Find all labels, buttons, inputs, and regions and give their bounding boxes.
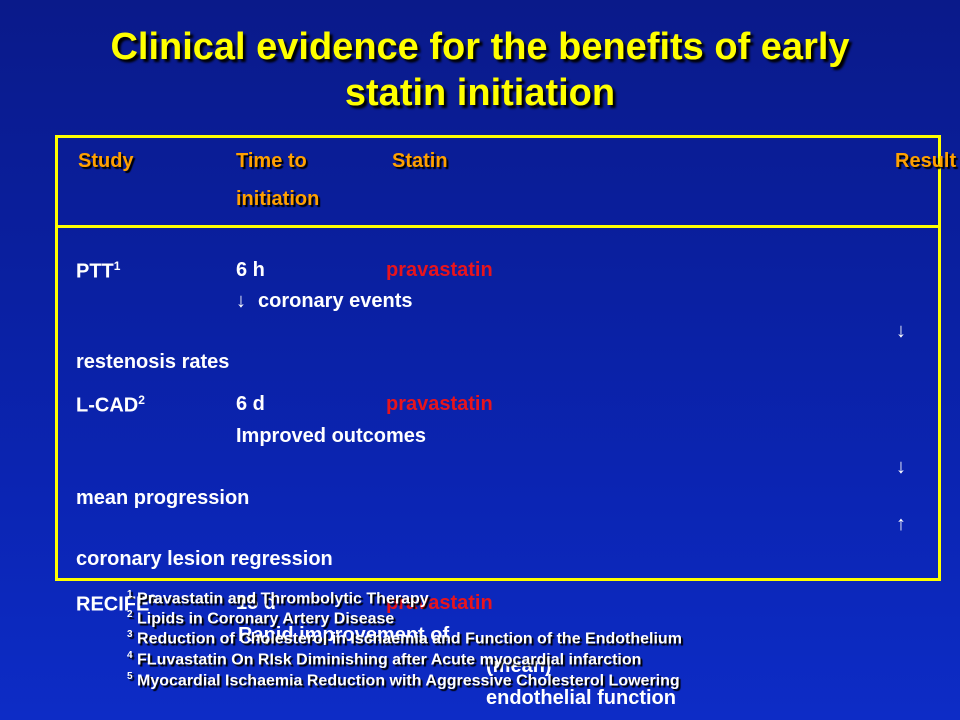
title-line-1: Clinical evidence for the benefits of ea… xyxy=(110,26,850,68)
row-recife-result-1: Rapid improvement of xyxy=(238,624,450,646)
row-ptt-study: PTT1 xyxy=(76,259,120,284)
footnote-text: Pravastatin and Thrombolytic Therapy xyxy=(137,590,429,608)
footnote-text: FLuvastatin On RIsk Diminishing after Ac… xyxy=(137,651,642,669)
footnote-3: 3 Reduction of Cholesterol in Ischaemia … xyxy=(127,629,682,648)
footnote-num: 3 xyxy=(127,629,133,640)
row-lcad-result-1: Improved outcomes xyxy=(236,425,427,447)
row-recife-result-2: (mean) xyxy=(486,655,552,677)
down-arrow-icon: ↓ xyxy=(896,320,906,342)
row-ptt-statin: pravastatin xyxy=(386,259,493,281)
study-name: PTT xyxy=(76,260,114,283)
study-name: L-CAD xyxy=(76,394,139,417)
row-ptt-time: 6 h xyxy=(236,259,265,281)
row-recife-study: RECIFE3 xyxy=(76,592,156,617)
row-lcad-result-2: mean progression xyxy=(76,487,250,509)
slide-title: Clinical evidence for the benefits of ea… xyxy=(0,24,960,116)
row-lcad-result-3: coronary lesion regression xyxy=(76,548,333,570)
footnote-text: Lipids in Coronary Artery Disease xyxy=(137,610,395,628)
row-lcad-study: L-CAD2 xyxy=(76,393,145,418)
footnote-num: 5 xyxy=(127,671,133,682)
down-arrow-icon: ↓ xyxy=(236,290,246,312)
row-lcad-time: 6 d xyxy=(236,393,265,415)
header-result: Result xyxy=(895,150,957,172)
table-frame xyxy=(55,135,941,581)
row-recife-statin: pravastatin xyxy=(386,592,493,614)
footnote-text: Myocardial Ischaemia Reduction with Aggr… xyxy=(137,672,680,690)
row-recife-time: 15 d xyxy=(236,592,277,614)
up-arrow-icon: ↑ xyxy=(896,513,906,535)
header-time-line-1: Time to xyxy=(236,150,307,172)
down-arrow-icon: ↓ xyxy=(896,456,906,478)
study-name: RECIFE xyxy=(76,593,150,616)
footnote-num: 2 xyxy=(127,609,133,620)
study-ref: 1 xyxy=(113,259,121,273)
header-statin: Statin xyxy=(392,150,448,172)
footnote-5: 5 Myocardial Ischaemia Reduction with Ag… xyxy=(127,671,680,690)
title-line-2: statin initiation xyxy=(344,72,616,114)
row-ptt-result-1: coronary events xyxy=(258,290,413,312)
footnote-text: Reduction of Cholesterol in Ischaemia an… xyxy=(137,630,682,648)
header-study: Study xyxy=(78,150,134,172)
footnote-1: 1 Pravastatin and Thrombolytic Therapy xyxy=(127,589,429,608)
footnote-num: 1 xyxy=(127,589,133,600)
row-ptt-result-2: restenosis rates xyxy=(76,351,230,373)
study-ref: 2 xyxy=(138,393,145,407)
row-recife-result-3: endothelial function xyxy=(486,687,676,709)
header-time-line-2: initiation xyxy=(236,188,320,210)
study-ref: 3 xyxy=(149,592,157,606)
header-divider xyxy=(55,225,941,228)
footnote-4: 4 FLuvastatin On RIsk Diminishing after … xyxy=(127,650,641,669)
footnote-num: 4 xyxy=(127,650,133,661)
footnote-2: 2 Lipids in Coronary Artery Disease xyxy=(127,609,394,628)
row-lcad-statin: pravastatin xyxy=(386,393,493,415)
